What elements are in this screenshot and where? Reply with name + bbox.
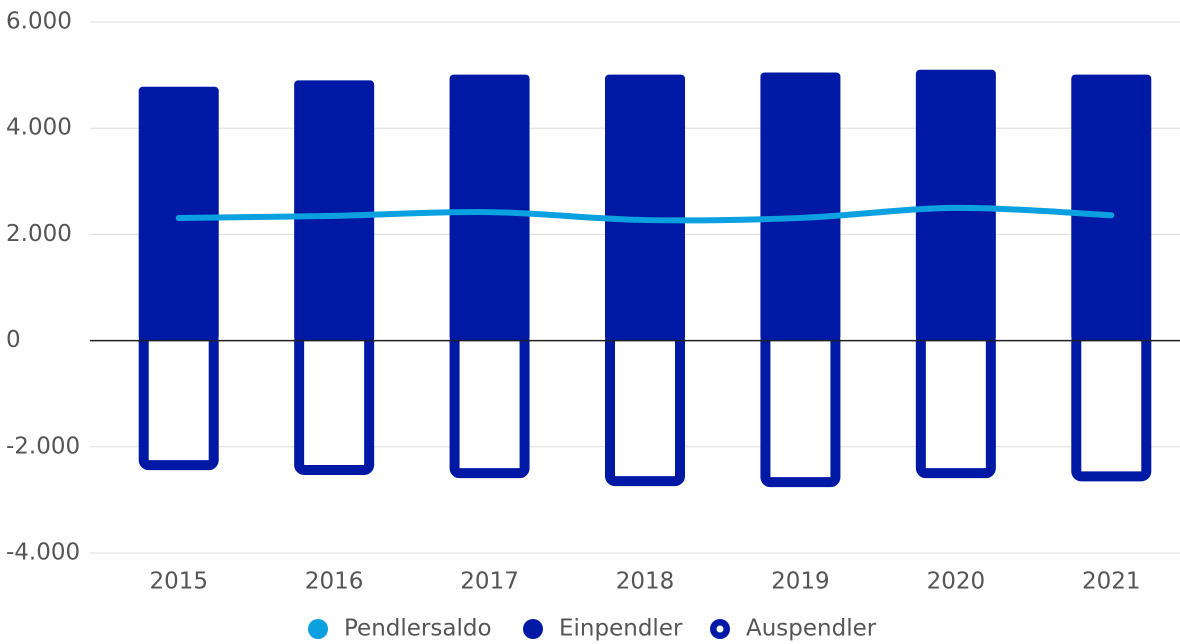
bar [449,74,530,341]
y-tick-label: -4.000 [6,540,80,566]
outline-bar [449,330,530,479]
outline-bar [294,330,375,475]
legend-marker-center [716,625,724,633]
outline-bar [915,330,996,479]
y-tick-label: 4.000 [6,115,72,141]
x-tick-label: 2018 [616,569,675,595]
bar [1071,74,1152,341]
bar [294,80,375,341]
y-tick-label: 0 [6,327,21,353]
y-tick-label: 2.000 [6,221,72,247]
legend-marker [308,619,328,639]
legend-label: Auspendler [746,616,877,642]
legend-marker [523,619,543,639]
legend-label: Einpendler [559,616,683,642]
x-tick-label: 2020 [927,569,986,595]
x-tick-label: 2015 [149,569,208,595]
line [175,204,1115,224]
x-tick-label: 2019 [771,569,830,595]
outline-bar [138,330,219,471]
y-tick-label: 6.000 [6,9,72,35]
bar [138,86,219,341]
bar [605,74,685,341]
bar [760,72,841,341]
outline-bar [1071,330,1152,482]
x-tick-label: 2021 [1082,569,1141,595]
outline-bar [760,330,841,488]
x-tick-label: 2017 [460,569,519,595]
outline-bar [605,330,685,487]
y-tick-label: -2.000 [6,433,80,459]
legend-label: Pendlersaldo [344,616,492,642]
x-tick-label: 2016 [305,569,364,595]
